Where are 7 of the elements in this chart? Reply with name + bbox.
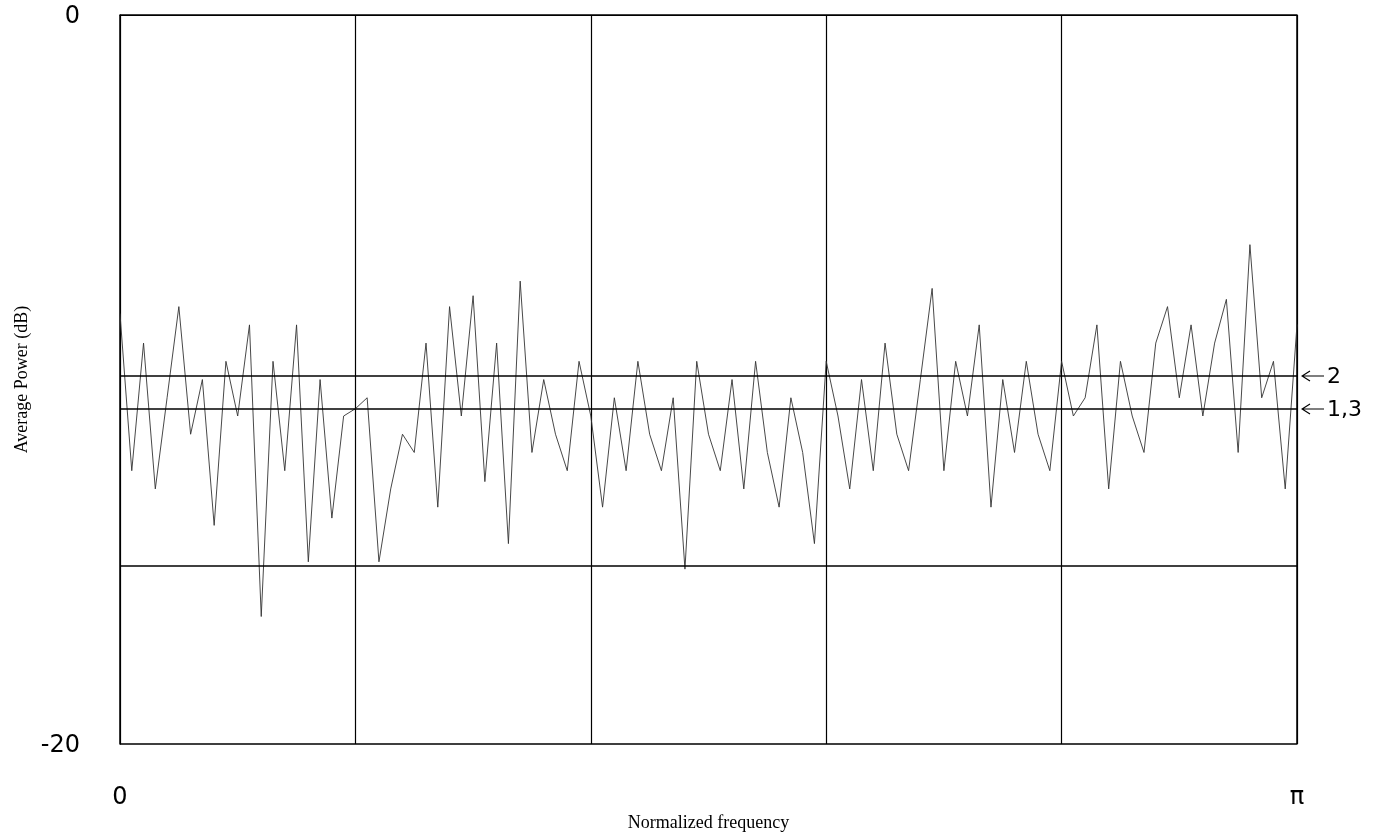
text: 2 — [1327, 361, 1341, 390]
y-axis-title: Average Power (dB) — [10, 305, 32, 454]
x-axis-title: Normalized frequency — [627, 812, 790, 832]
y-tick-label: -20 — [40, 730, 80, 759]
line-series — [119, 244, 1298, 617]
text: 1,3 — [1327, 394, 1362, 423]
x-tick-label: π — [1289, 782, 1305, 811]
